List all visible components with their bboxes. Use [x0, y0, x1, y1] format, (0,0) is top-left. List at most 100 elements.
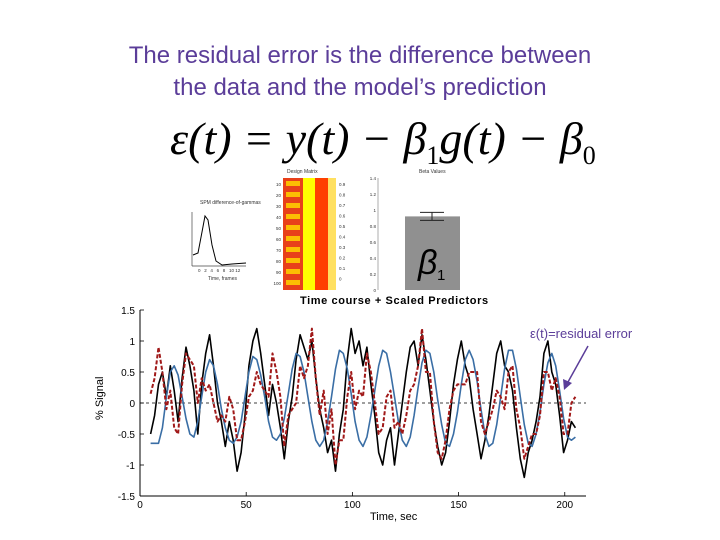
slide-title: The residual error is the difference bet… — [0, 40, 720, 104]
design-matrix-stripe — [286, 236, 300, 241]
design-matrix-row-ticks: 10 20 30 40 50 60 70 80 90 100 — [273, 182, 281, 286]
hrf-tick: 10 — [229, 268, 235, 273]
main-xtick-label: 0 — [137, 500, 143, 511]
main-ytick-label: 1 — [129, 337, 135, 348]
main-xticks: 0 50 100 150 200 — [137, 492, 574, 511]
beta-ytick: 0.2 — [370, 272, 377, 277]
beta-subscript: 1 — [437, 267, 445, 284]
design-matrix-row-tick: 70 — [276, 248, 282, 253]
hrf-tick: 6 — [217, 268, 220, 273]
design-matrix-row-tick: 60 — [276, 237, 282, 242]
main-xlabel: Time, sec — [370, 511, 418, 523]
eq-equals: = — [231, 113, 286, 164]
design-matrix-row-tick: 100 — [273, 281, 281, 286]
main-ytick-label: -0.5 — [118, 430, 136, 441]
main-ytick-label: 1.5 — [121, 306, 135, 317]
design-matrix-title: Design Matrix — [287, 169, 318, 175]
hrf-tick: 2 — [204, 268, 207, 273]
beta-bar — [405, 216, 460, 290]
design-matrix-colorbar-tick: 0.9 — [339, 182, 346, 187]
eq-epsilon: ε(t) — [170, 113, 232, 164]
hrf-tick: 0 — [198, 268, 201, 273]
eq-sub-1: 1 — [426, 141, 440, 171]
main-ytick-label: -1 — [126, 461, 135, 472]
beta-ytick: 1.2 — [370, 192, 377, 197]
main-xtick-label: 100 — [344, 500, 361, 511]
hrf-tick: 12 — [235, 268, 241, 273]
main-yticks: 1.5 1 0.5 0 -0.5 -1 -1.5 — [118, 306, 144, 503]
design-matrix-row-tick: 40 — [276, 215, 282, 220]
annotation-arrow-head — [563, 379, 572, 390]
beta-yticks: 1.4 1.2 1 0.8 0.6 0.4 0.2 0 — [370, 176, 377, 293]
eq-y: y(t) — [285, 113, 350, 164]
beta-symbol: β — [417, 244, 437, 282]
design-matrix-colorbar-tick: 0.5 — [339, 224, 346, 229]
design-matrix-stripe — [286, 192, 300, 197]
design-matrix-row-tick: 20 — [276, 193, 282, 198]
beta-ytick: 0.4 — [370, 256, 377, 261]
hrf-curve — [192, 214, 247, 266]
main-ytick-label: -1.5 — [118, 492, 136, 503]
design-matrix-row-tick: 50 — [276, 226, 282, 231]
design-matrix-colorbar-tick: 0.6 — [339, 214, 346, 219]
design-matrix-stripes — [286, 181, 300, 285]
design-matrix-colorbar-tick: 0 — [339, 277, 342, 282]
main-ytick-label: 0.5 — [121, 368, 135, 379]
design-matrix-stripe — [286, 203, 300, 208]
series-layer — [149, 327, 577, 479]
design-matrix-row-tick: 90 — [276, 270, 282, 275]
beta-values-inset: Beta Values 1.4 1.2 1 0.8 0.6 0.4 0.2 0 β 1 — [370, 169, 460, 293]
design-matrix-colorbar-tick: 0.3 — [339, 245, 346, 250]
hrf-tick: 8 — [223, 268, 226, 273]
beta-ytick: 0 — [373, 288, 376, 293]
design-matrix-stripe — [286, 269, 300, 274]
design-matrix-row-tick: 80 — [276, 259, 282, 264]
eq-sub-0: 0 — [582, 141, 596, 171]
model-prediction-line — [150, 349, 576, 448]
eq-beta-0: β — [559, 113, 583, 164]
timecourse-title: Time course + Scaled Predictors — [300, 295, 489, 307]
design-matrix-colorbar-tick: 0.1 — [339, 266, 346, 271]
hrf-ticks: 0 2 4 6 8 10 12 — [198, 268, 241, 273]
design-matrix-stripe — [286, 225, 300, 230]
design-matrix-stripe — [286, 280, 300, 285]
eq-minus-1: − — [349, 113, 404, 164]
main-xtick-label: 50 — [241, 500, 253, 511]
beta-ytick: 1.4 — [370, 176, 377, 181]
timecourse-chart: 1.5 1 0.5 0 -0.5 -1 -1.5 0 50 100 150 200 % Signal… — [94, 306, 586, 523]
hrf-title: SPM difference-of-gammas — [200, 200, 261, 206]
design-matrix-column-3 — [315, 178, 328, 290]
design-matrix-colorbar-ticks: 0.9 0.8 0.7 0.6 0.5 0.4 0.3 0.2 0.1 0 — [339, 182, 346, 282]
slide-title-line-2: the data and the model’s prediction — [173, 74, 547, 101]
design-matrix-row-tick: 10 — [276, 182, 282, 187]
eq-beta-1: β — [403, 113, 427, 164]
main-xtick-label: 200 — [556, 500, 573, 511]
design-matrix-colorbar — [328, 178, 336, 290]
annotation-arrow-line — [567, 345, 589, 383]
main-ytick-label: 0 — [129, 399, 135, 410]
design-matrix-column-2 — [303, 178, 315, 290]
design-matrix-stripe — [286, 214, 300, 219]
eq-g: g(t) — [439, 113, 506, 164]
design-matrix-stripe — [286, 181, 300, 186]
design-matrix-colorbar-tick: 0.8 — [339, 193, 346, 198]
design-matrix-colorbar-tick: 0.7 — [339, 203, 346, 208]
residual-annotation: ε(t)=residual error — [530, 326, 633, 341]
hrf-inset: SPM difference-of-gammas 0 2 4 6 8 10 12 Time,… — [191, 200, 261, 282]
main-xtick-label: 150 — [450, 500, 467, 511]
residual-error-line — [149, 327, 577, 466]
hrf-tick: 4 — [210, 268, 213, 273]
eq-minus-2: − — [505, 113, 560, 164]
design-matrix-colorbar-tick: 0.4 — [339, 235, 346, 240]
slide-title-line-1: The residual error is the difference bet… — [128, 42, 592, 69]
design-matrix-stripe — [286, 258, 300, 263]
design-matrix-row-tick: 30 — [276, 204, 282, 209]
design-matrix-inset: Design Matrix 10 20 30 40 50 60 70 80 90 100 0.9 0… — [273, 169, 346, 290]
beta-ytick: 0.8 — [370, 224, 377, 229]
beta-ytick: 1 — [373, 208, 376, 213]
main-ylabel: % Signal — [94, 377, 106, 420]
residual-equation: ε(t) = y(t) − β1g(t) − β0 — [170, 112, 596, 171]
beta-values-title: Beta Values — [419, 169, 446, 175]
beta-ytick: 0.6 — [370, 240, 377, 245]
